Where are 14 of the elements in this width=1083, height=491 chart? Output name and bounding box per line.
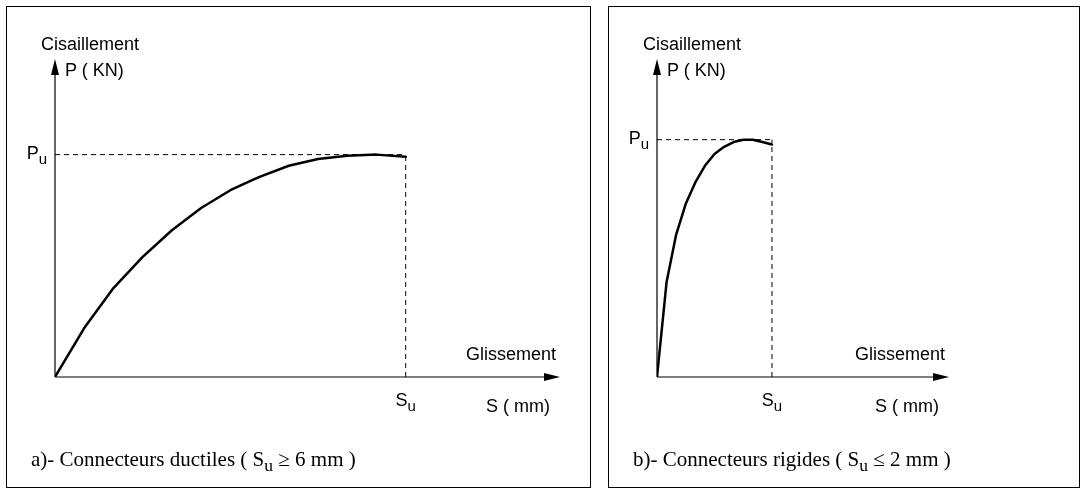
text: Cisaillement	[41, 34, 140, 54]
text: S$_{u}$	[395, 390, 416, 414]
text: a)- Connecteurs ductiles ( S$_{u}$ ≥ 6 mm )	[31, 447, 356, 476]
ref-line-label: P$_{u}$	[628, 127, 649, 152]
text: Cisaillement	[643, 34, 742, 54]
text: Glissement	[854, 344, 945, 364]
x-axis-title: S ( mm)	[486, 396, 550, 416]
y-axis-title: P ( KN)	[667, 60, 726, 80]
y-axis-title: P ( KN)	[65, 60, 124, 80]
text: Glissement	[465, 344, 556, 364]
text: S$_{u}$	[761, 390, 783, 414]
ref-line-label: P$_{u}$	[26, 142, 47, 167]
text: b)- Connecteurs rigides ( S$_{u}$ ≤ 2 mm )	[633, 447, 951, 476]
x-axis-title: S ( mm)	[875, 396, 939, 416]
